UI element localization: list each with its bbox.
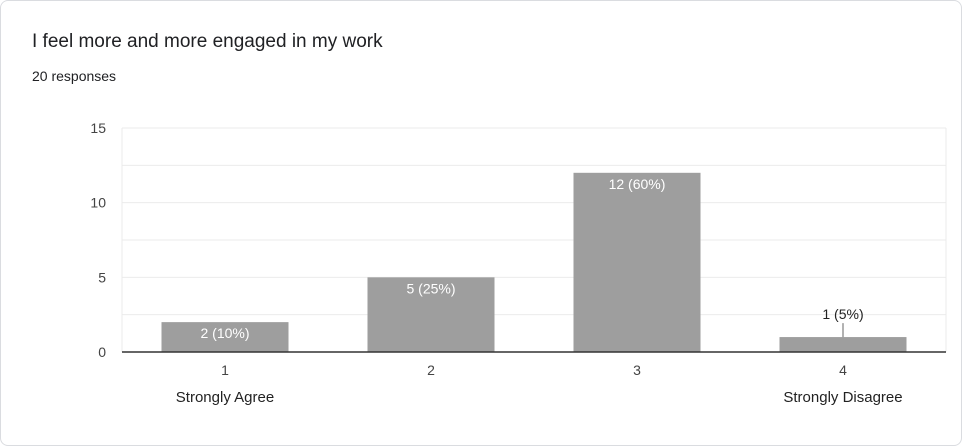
x-tick-label: 4 <box>839 362 847 378</box>
bars: 2 (10%) 5 (25%) 12 (60%) 1 (5%) <box>161 172 907 352</box>
x-tick-label: 2 <box>427 362 435 378</box>
y-tick-label: 0 <box>98 344 106 360</box>
bar-data-label: 1 (5%) <box>822 306 863 322</box>
bar <box>573 172 701 352</box>
bar <box>779 337 907 352</box>
gridlines <box>121 127 947 352</box>
y-tick-label: 10 <box>90 195 106 211</box>
y-axis-ticks: 0 5 10 15 <box>90 120 106 360</box>
scale-label-high: Strongly Disagree <box>783 389 902 406</box>
bar-data-label: 2 (10%) <box>200 325 249 341</box>
scale-label-low: Strongly Agree <box>176 389 274 406</box>
bar-data-label: 5 (25%) <box>406 280 455 296</box>
x-tick-label: 3 <box>633 362 641 378</box>
y-tick-label: 5 <box>98 269 106 285</box>
response-count: 20 responses <box>32 68 117 84</box>
bar <box>161 322 289 352</box>
chart-title: I feel more and more engaged in my work <box>32 31 383 52</box>
y-tick-label: 15 <box>90 120 106 136</box>
bar-data-label: 12 (60%) <box>609 176 666 192</box>
x-tick-label: 1 <box>221 362 229 378</box>
x-axis-ticks: 1 2 3 4 <box>221 362 847 378</box>
bar <box>367 277 495 352</box>
